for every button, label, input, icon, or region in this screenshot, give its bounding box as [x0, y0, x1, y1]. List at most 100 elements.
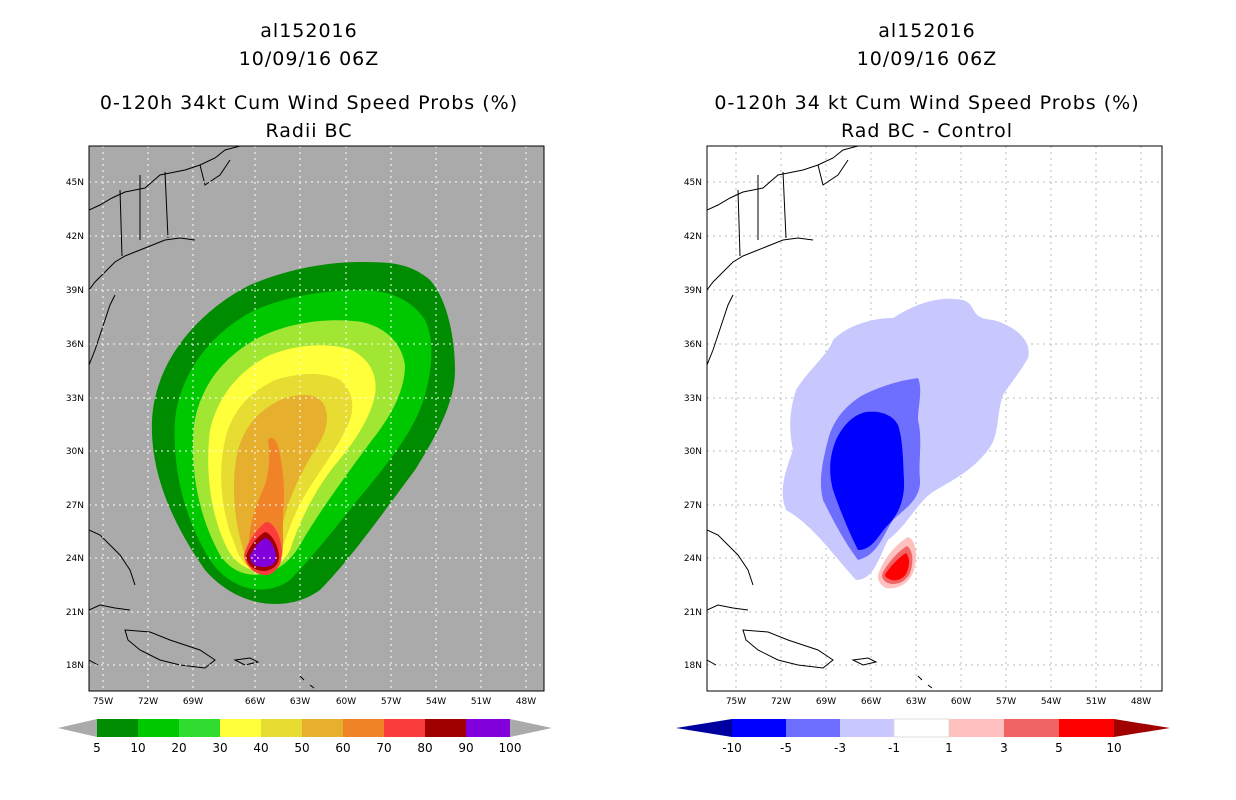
colorbar-swatch — [179, 719, 220, 737]
colorbar-left-arrow — [676, 719, 732, 737]
lon-label: 63W — [906, 697, 926, 707]
lon-label: 54W — [426, 697, 446, 707]
colorbar-swatch — [97, 719, 138, 737]
colorbar-swatch — [466, 719, 510, 737]
colorbar-swatch — [786, 719, 840, 737]
colorbar-label: 50 — [294, 741, 309, 755]
lat-label: 18N — [684, 661, 702, 671]
right-lat-labels: 45N 42N 39N 36N 33N 30N 27N 24N 21N 18N — [684, 178, 702, 671]
left-lat-labels: 45N 42N 39N 36N 33N 30N 27N 24N 21N 18N — [66, 178, 84, 671]
lon-label: 51W — [471, 697, 491, 707]
lat-label: 36N — [66, 340, 84, 350]
colorbar-swatch — [1059, 719, 1114, 737]
lon-label: 66W — [861, 697, 881, 707]
contour-neg5-neg10 — [830, 411, 905, 550]
colorbar-swatch — [138, 719, 179, 737]
colorbar-swatch — [261, 719, 302, 737]
lon-label: 57W — [381, 697, 401, 707]
lon-label: 69W — [816, 697, 836, 707]
colorbar-label: 90 — [458, 741, 473, 755]
colorbar-label: 20 — [171, 741, 186, 755]
colorbar-label: -1 — [888, 741, 900, 755]
colorbar-label: 1 — [945, 741, 953, 755]
lon-label: 54W — [1041, 697, 1061, 707]
right-colorbar: -10 -5 -3 -1 1 3 5 10 — [676, 718, 1170, 755]
colorbar-label: -10 — [722, 741, 742, 755]
left-colorbar: 5 10 20 30 40 50 60 70 80 90 100 — [58, 719, 552, 755]
colorbar-label: 10 — [1106, 741, 1121, 755]
lat-label: 33N — [66, 394, 84, 404]
colorbar-label: 100 — [499, 741, 522, 755]
lon-label: 57W — [996, 697, 1016, 707]
lat-label: 45N — [684, 178, 702, 188]
lat-label: 30N — [66, 447, 84, 457]
left-chart: 75W 72W 69W 66W 63W 60W 57W 54W 51W 48W … — [58, 145, 552, 755]
right-datetime: 10/09/16 06Z — [856, 48, 998, 70]
lon-label: 66W — [245, 697, 265, 707]
colorbar-swatch — [1004, 719, 1059, 737]
right-coastlines — [707, 146, 933, 689]
lon-label: 60W — [951, 697, 971, 707]
colorbar-label: 60 — [335, 741, 350, 755]
lat-label: 30N — [684, 447, 702, 457]
lat-label: 42N — [66, 232, 84, 242]
left-subtitle: Radii BC — [265, 120, 353, 142]
colorbar-label: 5 — [93, 741, 101, 755]
right-chart: 75W 72W 69W 66W 63W 60W 57W 54W 51W 48W … — [676, 145, 1170, 755]
colorbar-label: 5 — [1055, 741, 1063, 755]
lat-label: 39N — [684, 286, 702, 296]
left-datetime: 10/09/16 06Z — [238, 48, 380, 70]
lon-label: 75W — [93, 697, 113, 707]
colorbar-label: -3 — [834, 741, 846, 755]
colorbar-label: -5 — [780, 741, 792, 755]
right-grid — [707, 146, 1162, 691]
lat-label: 36N — [684, 340, 702, 350]
colorbar-label: 40 — [253, 741, 268, 755]
colorbar-swatch — [840, 719, 894, 737]
lon-label: 72W — [771, 697, 791, 707]
colorbar-label: 70 — [376, 741, 391, 755]
colorbar-swatch — [384, 719, 425, 737]
colorbar-swatch — [425, 719, 466, 737]
left-plot-frame — [88, 145, 545, 692]
colorbar-left-arrow — [58, 719, 97, 737]
colorbar-right-arrow — [1114, 719, 1170, 737]
colorbar-swatch — [343, 719, 384, 737]
lon-label: 63W — [290, 697, 310, 707]
lat-label: 45N — [66, 178, 84, 188]
colorbar-label: 3 — [1000, 741, 1008, 755]
right-storm-id: al152016 — [878, 20, 976, 42]
right-panel: al152016 10/09/16 06Z 0-120h 34 kt Cum W… — [618, 0, 1236, 800]
lon-label: 75W — [726, 697, 746, 707]
left-storm-id: al152016 — [260, 20, 358, 42]
right-plot-frame — [706, 145, 1163, 692]
contour-pos5-10 — [885, 553, 909, 581]
colorbar-swatch — [949, 719, 1004, 737]
colorbar-label: 10 — [130, 741, 145, 755]
right-product-title: 0-120h 34 kt Cum Wind Speed Probs (%) — [714, 92, 1140, 114]
colorbar-swatch — [732, 719, 786, 737]
lat-label: 27N — [66, 501, 84, 511]
colorbar-label: 30 — [212, 741, 227, 755]
colorbar-right-arrow — [510, 719, 552, 737]
lat-label: 21N — [684, 608, 702, 618]
lon-label: 72W — [138, 697, 158, 707]
lat-label: 33N — [684, 394, 702, 404]
lon-label: 60W — [336, 697, 356, 707]
colorbar-swatch — [220, 719, 261, 737]
lon-label: 51W — [1086, 697, 1106, 707]
lat-label: 39N — [66, 286, 84, 296]
colorbar-label: 80 — [417, 741, 432, 755]
lat-label: 24N — [66, 554, 84, 564]
left-grid — [89, 146, 544, 691]
left-lon-labels: 75W 72W 69W 66W 63W 60W 57W 54W 51W 48W — [93, 697, 536, 707]
colorbar-swatch — [893, 718, 950, 738]
lon-label: 69W — [183, 697, 203, 707]
contour-90-100 — [250, 538, 276, 567]
colorbar-swatch — [302, 719, 343, 737]
lat-label: 21N — [66, 608, 84, 618]
right-subtitle: Rad BC - Control — [840, 120, 1014, 142]
lon-label: 48W — [516, 697, 536, 707]
left-product-title: 0-120h 34kt Cum Wind Speed Probs (%) — [99, 92, 519, 114]
lon-label: 48W — [1131, 697, 1151, 707]
